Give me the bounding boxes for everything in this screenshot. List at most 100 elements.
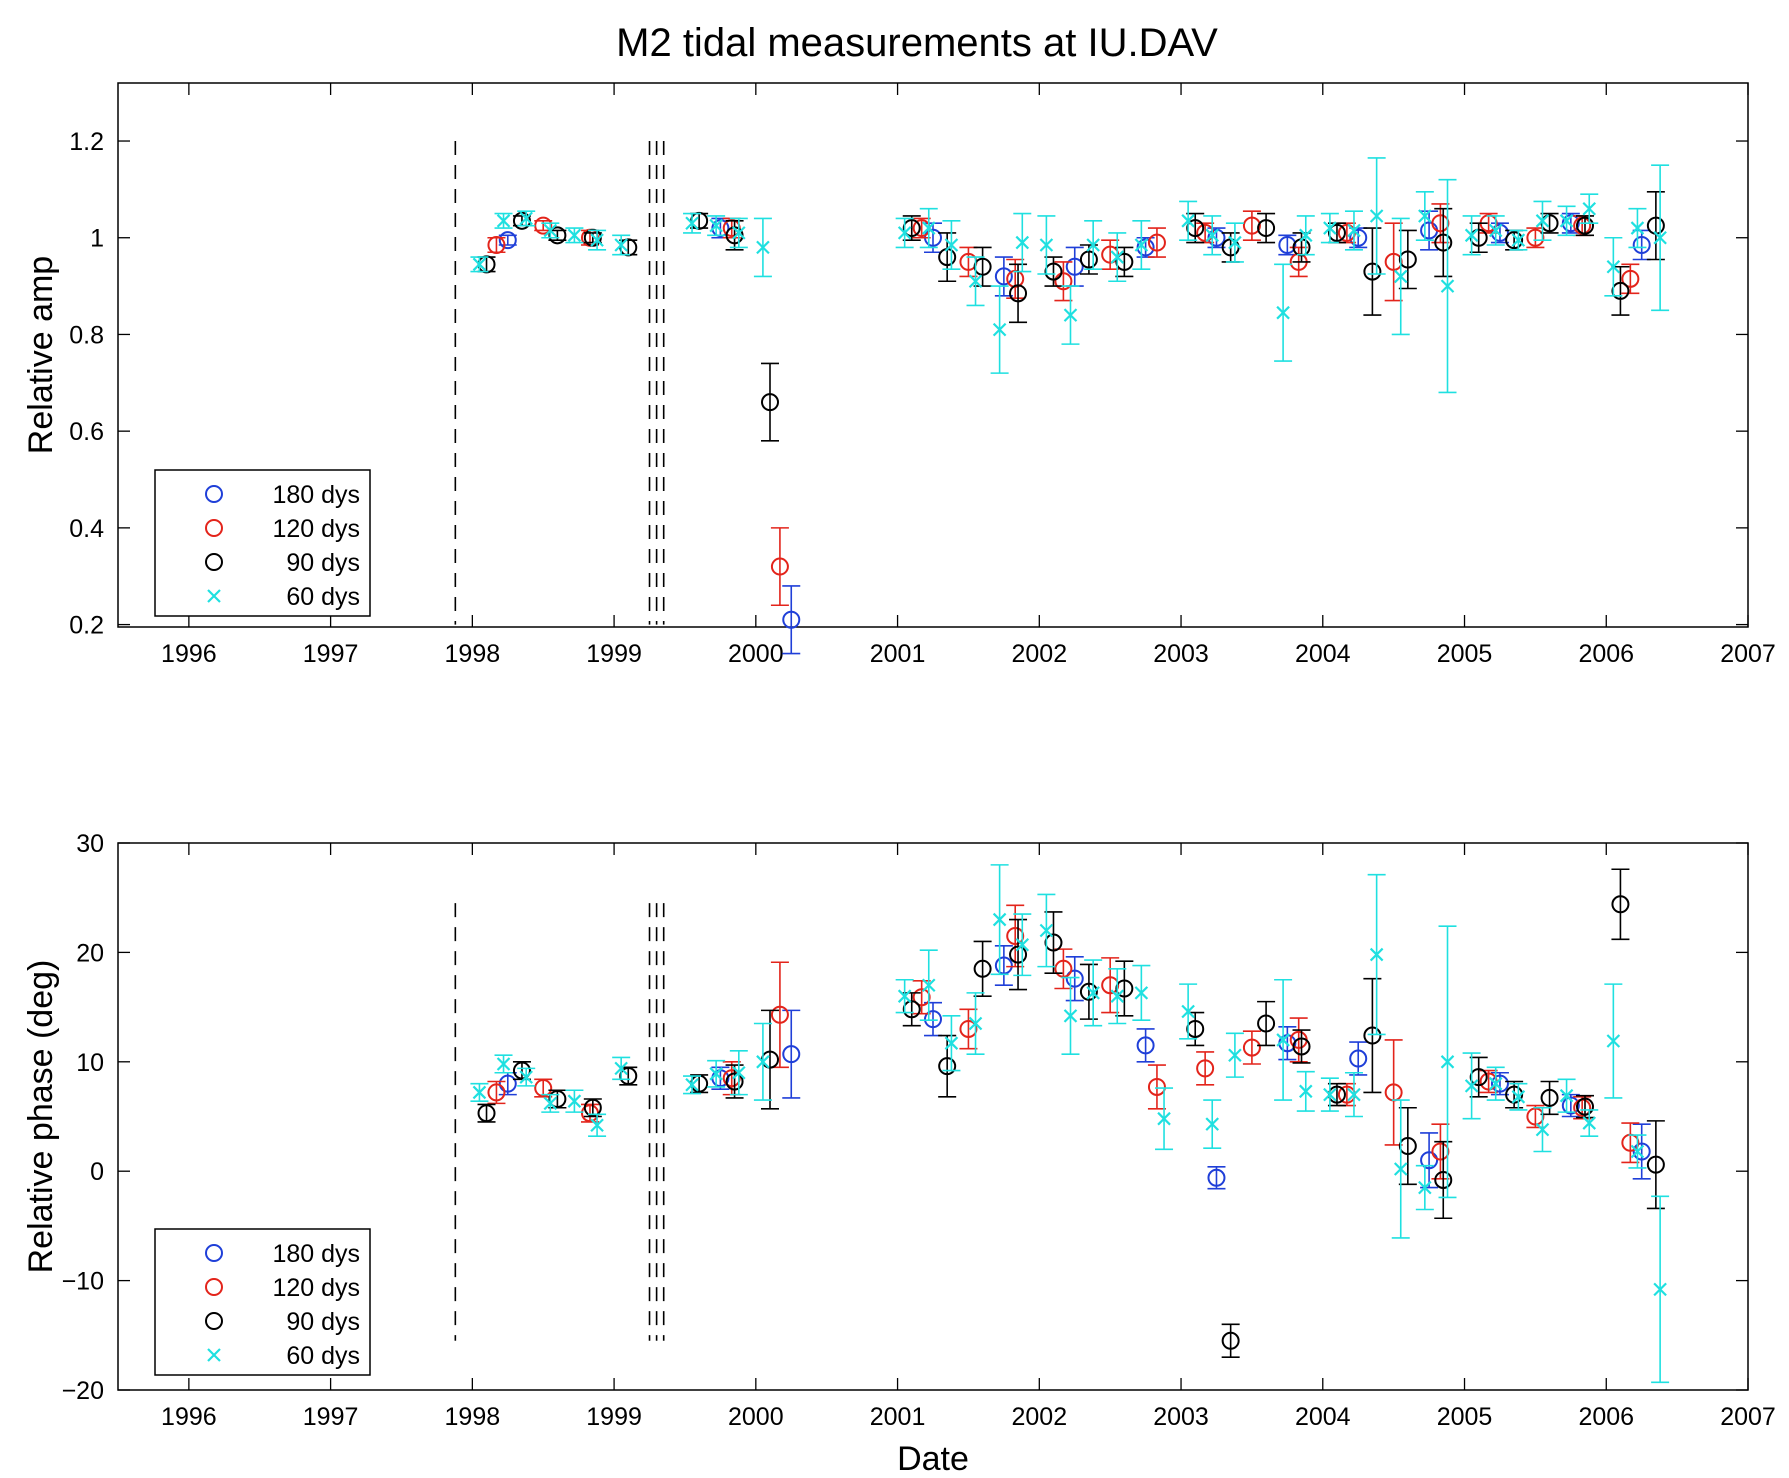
data-point	[590, 1118, 604, 1133]
data-point	[1611, 895, 1630, 914]
data-point	[1186, 219, 1205, 238]
data-point	[1327, 223, 1346, 242]
data-point	[1323, 1087, 1337, 1102]
data-point	[1110, 250, 1125, 264]
data-point	[1257, 1014, 1276, 1033]
legend-marker	[205, 519, 223, 537]
data-point	[534, 216, 553, 235]
data-point	[1298, 228, 1313, 243]
data-point	[709, 218, 723, 233]
legend-label: 120 dys	[272, 1274, 360, 1302]
data-point	[938, 1057, 957, 1076]
panel-bottom: 1996 1997 1998 1999 2000 2001 2002 2003 2004 2005…	[22, 830, 1776, 1478]
series-180-dys	[498, 945, 1651, 1190]
data-point	[487, 235, 506, 254]
data-point	[1079, 982, 1098, 1001]
legend-marker	[205, 1312, 223, 1330]
data-point	[1653, 1282, 1667, 1297]
data-point	[1065, 969, 1084, 988]
data-point	[1490, 1074, 1509, 1093]
x-tick-label: 2001	[870, 640, 926, 668]
data-point	[1242, 216, 1261, 235]
data-point	[477, 1104, 496, 1123]
data-point	[1431, 1142, 1450, 1161]
data-point	[973, 959, 992, 978]
data-point	[732, 226, 746, 240]
data-point	[1505, 231, 1524, 250]
data-point	[1398, 250, 1417, 269]
data-point	[1488, 223, 1503, 238]
legend: 180 dys 120 dys 90 dys 60 dys	[154, 469, 371, 617]
legend-marker	[205, 485, 223, 503]
y-tick-label: 20	[76, 939, 104, 967]
x-tick-label: 2000	[728, 1403, 784, 1431]
x-tick-label: 2006	[1578, 1403, 1634, 1431]
x-tick-label: 2004	[1295, 1403, 1351, 1431]
data-point	[1621, 269, 1640, 288]
data-point	[1582, 1116, 1597, 1130]
y-tick-label: −10	[62, 1268, 104, 1296]
data-point	[1039, 238, 1054, 252]
data-point	[1393, 1162, 1408, 1176]
y-tick-label: 30	[76, 830, 104, 858]
x-axis-label: Date	[897, 1440, 969, 1478]
y-tick-label: 1.2	[69, 128, 104, 156]
data-point	[543, 223, 558, 238]
data-point	[770, 1005, 789, 1024]
data-point	[1015, 235, 1030, 250]
data-point	[1110, 989, 1125, 1003]
data-point	[1205, 1117, 1220, 1131]
data-point	[1228, 1048, 1242, 1063]
data-point	[770, 557, 789, 576]
data-point	[1347, 1087, 1361, 1102]
plot-frame	[117, 82, 1749, 628]
data-point	[1221, 1331, 1240, 1350]
data-point	[992, 912, 1007, 927]
legend-label: 90 dys	[286, 549, 360, 577]
data-point	[725, 1072, 744, 1091]
data-point	[1205, 228, 1220, 243]
data-point	[897, 989, 912, 1003]
data-point	[685, 216, 699, 231]
data-point	[1006, 926, 1025, 945]
data-point	[1582, 201, 1597, 216]
data-point	[1363, 262, 1382, 281]
data-point	[1420, 1151, 1439, 1170]
legend-label: 120 dys	[272, 515, 360, 543]
data-point	[994, 267, 1013, 286]
x-tick-label: 2003	[1153, 640, 1209, 668]
data-point	[614, 238, 628, 252]
data-point	[1526, 228, 1545, 247]
data-point	[1115, 979, 1134, 998]
data-point	[519, 1070, 533, 1084]
legend-marker	[207, 1348, 221, 1362]
data-point	[472, 257, 487, 272]
data-point	[1349, 228, 1368, 247]
data-point	[1369, 209, 1384, 223]
data-point	[1228, 235, 1242, 250]
data-point	[1115, 252, 1134, 271]
data-point	[1561, 1096, 1580, 1115]
data-point	[1147, 233, 1166, 252]
data-point	[1511, 233, 1526, 247]
data-point	[992, 322, 1007, 337]
data-point	[1063, 1009, 1078, 1023]
data-point	[756, 1055, 770, 1069]
data-point	[498, 231, 517, 250]
data-point	[496, 1057, 511, 1071]
panel-top: 1996 1997 1998 1999 2000 2001 2002 2003 2004 2005…	[22, 82, 1776, 668]
data-point	[1418, 1180, 1432, 1195]
data-point	[921, 978, 936, 992]
data-point	[1606, 1034, 1621, 1048]
data-point	[756, 240, 770, 255]
y-axis-label: Relative amp	[22, 256, 60, 454]
data-point	[902, 1000, 921, 1019]
y-tick-label: 0.8	[69, 321, 104, 349]
data-point	[614, 1061, 628, 1076]
data-point	[1242, 1038, 1261, 1057]
x-tick-label: 2001	[870, 1403, 926, 1431]
y-tick-label: 0.4	[69, 515, 104, 543]
x-tick-label: 1999	[586, 640, 642, 668]
data-point	[534, 1079, 553, 1098]
data-point	[1298, 1084, 1313, 1099]
